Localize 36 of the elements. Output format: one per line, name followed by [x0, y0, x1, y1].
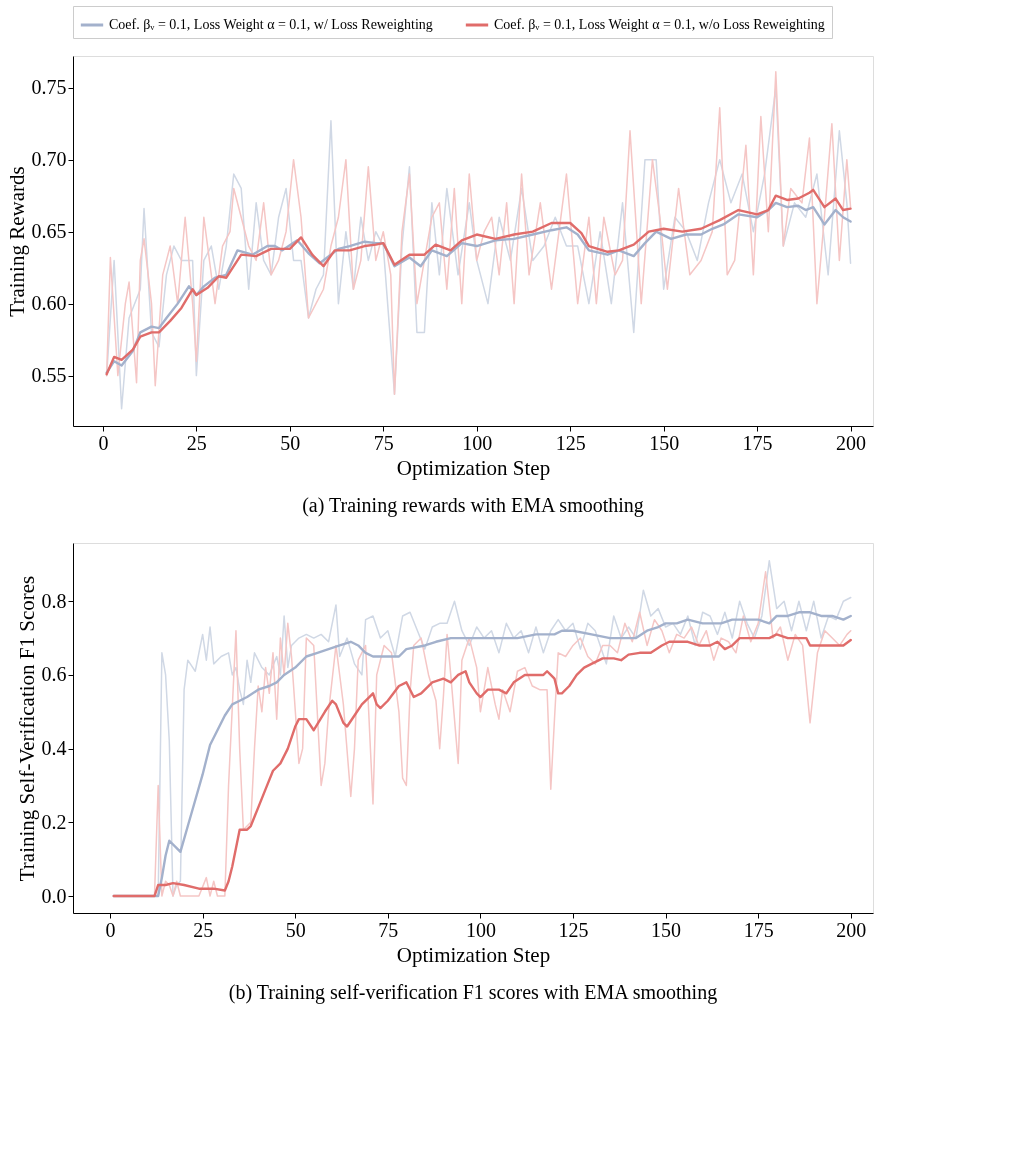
- text: (a) Training rewards with EMA smoothing: [302, 494, 644, 517]
- y-tick-label: 0.6: [41, 663, 67, 686]
- y-tick-label: 0.70: [31, 148, 67, 171]
- y-tick-label: 0.8: [41, 589, 67, 612]
- x-tick-label: 150: [651, 918, 682, 941]
- x-tick-label: 50: [285, 918, 306, 941]
- x-tick-label: 200: [836, 431, 867, 454]
- x-tick-label: 200: [836, 918, 867, 941]
- x-tick-label: 0: [105, 918, 116, 941]
- x-tick-label: 50: [280, 431, 301, 454]
- x-axis-title: Optimization Step: [396, 455, 551, 480]
- x-tick-label: 125: [558, 918, 589, 941]
- x-tick-label: 25: [193, 918, 214, 941]
- x-tick-label: 100: [462, 431, 493, 454]
- x-tick-label: 75: [373, 431, 394, 454]
- y-tick-label: 0.55: [31, 364, 67, 387]
- y-tick-label: 0.60: [31, 292, 67, 315]
- x-tick-label: 25: [186, 431, 207, 454]
- x-tick-label: 175: [743, 918, 774, 941]
- legend-label: Coef. βᵥ = 0.1, Loss Weight α = 0.1, w/o Loss Reweighting: [494, 17, 825, 32]
- x-tick-label: 150: [649, 431, 680, 454]
- y-axis-title: Training Self-Verification F1 Scores: [14, 575, 39, 882]
- x-tick-label: 75: [378, 918, 399, 941]
- x-tick-label: 100: [465, 918, 496, 941]
- y-tick-label: 0.4: [41, 737, 67, 760]
- y-tick-label: 0.2: [41, 810, 67, 833]
- x-tick-label: 175: [742, 431, 773, 454]
- y-axis-title: Training Rewards: [4, 166, 29, 317]
- y-tick-label: 0.0: [41, 884, 67, 907]
- x-tick-label: 0: [98, 431, 109, 454]
- legend-label: Coef. βᵥ = 0.1, Loss Weight α = 0.1, w/ Loss Reweighting: [109, 17, 433, 32]
- x-tick-label: 125: [555, 431, 586, 454]
- y-tick-label: 0.65: [31, 220, 67, 243]
- x-axis-title: Optimization Step: [396, 942, 551, 967]
- text: (b) Training self-verification F1 scores with EMA smoothing: [228, 981, 718, 1004]
- y-tick-label: 0.75: [31, 76, 67, 99]
